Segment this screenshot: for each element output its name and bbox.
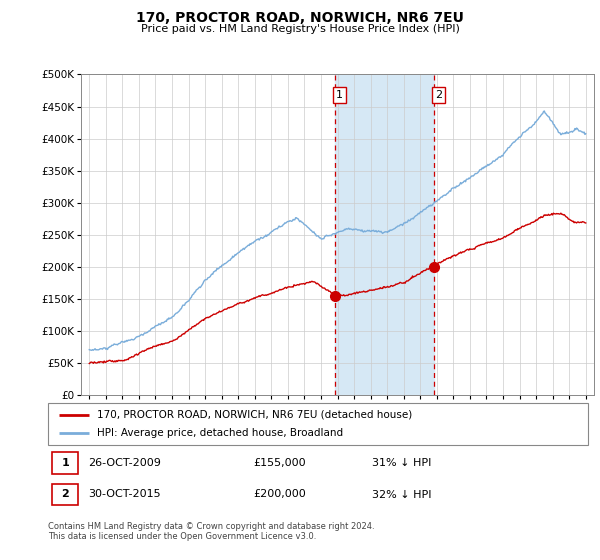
FancyBboxPatch shape [48, 403, 588, 445]
Text: 31% ↓ HPI: 31% ↓ HPI [372, 458, 431, 468]
Text: 1: 1 [336, 90, 343, 100]
FancyBboxPatch shape [52, 452, 78, 474]
Text: 32% ↓ HPI: 32% ↓ HPI [372, 489, 431, 500]
Text: HPI: Average price, detached house, Broadland: HPI: Average price, detached house, Broa… [97, 428, 343, 438]
Text: £200,000: £200,000 [253, 489, 306, 500]
Text: 2: 2 [61, 489, 69, 500]
Bar [335, 74, 434, 395]
Text: 170, PROCTOR ROAD, NORWICH, NR6 7EU (detached house): 170, PROCTOR ROAD, NORWICH, NR6 7EU (det… [97, 410, 412, 420]
Text: 2: 2 [435, 90, 442, 100]
Text: 170, PROCTOR ROAD, NORWICH, NR6 7EU: 170, PROCTOR ROAD, NORWICH, NR6 7EU [136, 11, 464, 25]
Text: 1: 1 [61, 458, 69, 468]
Text: £155,000: £155,000 [253, 458, 306, 468]
FancyBboxPatch shape [52, 484, 78, 505]
Text: Contains HM Land Registry data © Crown copyright and database right 2024.
This d: Contains HM Land Registry data © Crown c… [48, 522, 374, 542]
Text: 30-OCT-2015: 30-OCT-2015 [89, 489, 161, 500]
Text: Price paid vs. HM Land Registry's House Price Index (HPI): Price paid vs. HM Land Registry's House … [140, 24, 460, 34]
Text: 26-OCT-2009: 26-OCT-2009 [89, 458, 161, 468]
